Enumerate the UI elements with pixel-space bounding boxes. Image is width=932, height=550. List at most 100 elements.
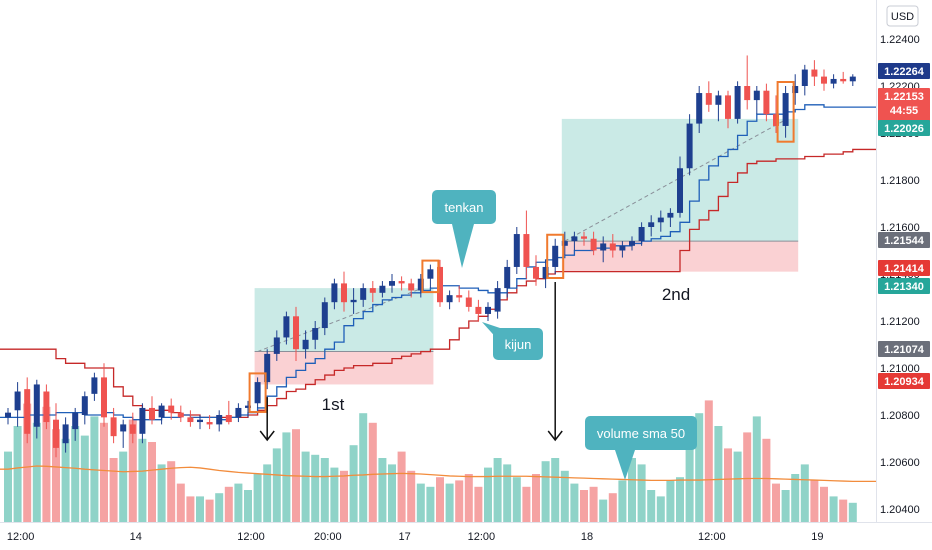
price-label-box xyxy=(878,260,930,276)
signal-arrow-head xyxy=(259,430,275,442)
highlight-box xyxy=(421,259,440,294)
price-label: 1.22264 xyxy=(884,66,925,78)
y-tick-label: 1.21000 xyxy=(880,363,920,375)
y-tick-label: 1.21600 xyxy=(880,222,920,234)
volume-bar xyxy=(455,480,464,522)
candle-body xyxy=(725,95,731,119)
volume-bar xyxy=(762,438,771,522)
y-tick-label: 1.22400 xyxy=(880,34,920,46)
tenkan-callout-text: tenkan xyxy=(444,200,483,215)
volume-bar xyxy=(272,448,281,522)
signal-arrow-head xyxy=(547,430,563,442)
candle-body xyxy=(14,391,21,411)
candle-body xyxy=(849,76,856,82)
volume-bar xyxy=(138,438,147,522)
price-label: 44:55 xyxy=(890,105,918,117)
candle-body xyxy=(91,377,98,394)
candle-body xyxy=(235,407,242,418)
candle-body xyxy=(590,238,597,251)
volume-bar xyxy=(560,470,569,522)
volume-bar xyxy=(426,486,435,522)
candle-body xyxy=(24,389,31,434)
price-label-box xyxy=(878,278,930,294)
volume-sma-callout-pointer xyxy=(615,450,635,480)
volume-bar xyxy=(848,502,857,522)
candle-body xyxy=(187,417,194,423)
candle-body xyxy=(830,78,837,84)
candle-body xyxy=(715,95,722,105)
currency-label: USD xyxy=(891,11,914,23)
candle-body xyxy=(389,281,395,286)
price-label-box xyxy=(878,63,930,79)
volume-bar xyxy=(119,451,128,522)
candle-body xyxy=(744,86,751,101)
candle-body xyxy=(197,419,203,423)
volume-bar xyxy=(666,480,675,522)
price-label: 1.20934 xyxy=(884,376,925,388)
volume-bar xyxy=(608,493,617,522)
volume-bar xyxy=(493,458,502,522)
candle-body xyxy=(763,90,770,115)
candle-body xyxy=(629,241,635,246)
trade-path xyxy=(257,287,423,353)
volume-bar xyxy=(618,480,627,522)
candle-body xyxy=(475,306,482,314)
kijun-callout-box xyxy=(493,328,543,360)
tenkan-callout-pointer xyxy=(452,224,474,268)
y-tick-label: 1.21200 xyxy=(880,316,920,328)
candle-body xyxy=(129,424,136,434)
volume-bar xyxy=(416,483,425,522)
currency-badge[interactable] xyxy=(886,5,919,27)
tenkan-callout-box xyxy=(432,190,496,224)
candle-body xyxy=(792,86,799,94)
volume-bar xyxy=(704,400,713,522)
candle-body xyxy=(360,288,367,300)
candle-body xyxy=(465,297,472,307)
candle-body xyxy=(437,266,443,303)
candle-body xyxy=(408,283,415,291)
candle-body xyxy=(427,269,434,279)
candle-body xyxy=(81,396,88,415)
x-tick-label: 19 xyxy=(811,531,823,543)
volume-bar xyxy=(311,454,320,522)
volume-sma-callout-box xyxy=(585,416,697,450)
candle-body xyxy=(533,266,539,279)
volume-bar xyxy=(282,432,291,522)
volume-bar xyxy=(791,474,800,522)
candle-body xyxy=(216,415,223,425)
candle-body xyxy=(657,217,664,223)
candle-body xyxy=(398,281,405,284)
volume-bar xyxy=(484,467,492,522)
candle-body xyxy=(609,243,616,251)
volume-bar xyxy=(436,477,444,522)
candle-body xyxy=(600,243,607,251)
volume-bar xyxy=(301,451,310,522)
candle-body xyxy=(254,382,261,404)
candle-body xyxy=(43,391,50,423)
candle-body xyxy=(753,90,760,101)
candle-body xyxy=(33,384,40,427)
x-tick-label: 20:00 xyxy=(314,531,342,543)
candle-body xyxy=(696,93,703,124)
price-label-box xyxy=(878,232,930,248)
volume-bar xyxy=(656,496,665,522)
volume-bar xyxy=(224,486,233,522)
volume-bar xyxy=(330,467,339,522)
candle-body xyxy=(168,405,175,413)
volume-bar xyxy=(724,448,732,522)
candle-body xyxy=(245,405,251,408)
volume-bar xyxy=(263,464,272,522)
candle-body xyxy=(53,419,59,448)
volume-bar xyxy=(349,445,358,522)
volume-bar xyxy=(205,499,214,522)
volume-bar xyxy=(388,464,396,522)
x-tick-label: 12:00 xyxy=(7,531,35,543)
price-label-box xyxy=(878,341,930,357)
volume-bar xyxy=(589,486,598,522)
volume-bar xyxy=(368,422,377,522)
volume-bar xyxy=(4,451,12,522)
candle-body xyxy=(206,422,213,425)
volume-bar xyxy=(695,413,704,522)
candle-body xyxy=(638,227,645,242)
